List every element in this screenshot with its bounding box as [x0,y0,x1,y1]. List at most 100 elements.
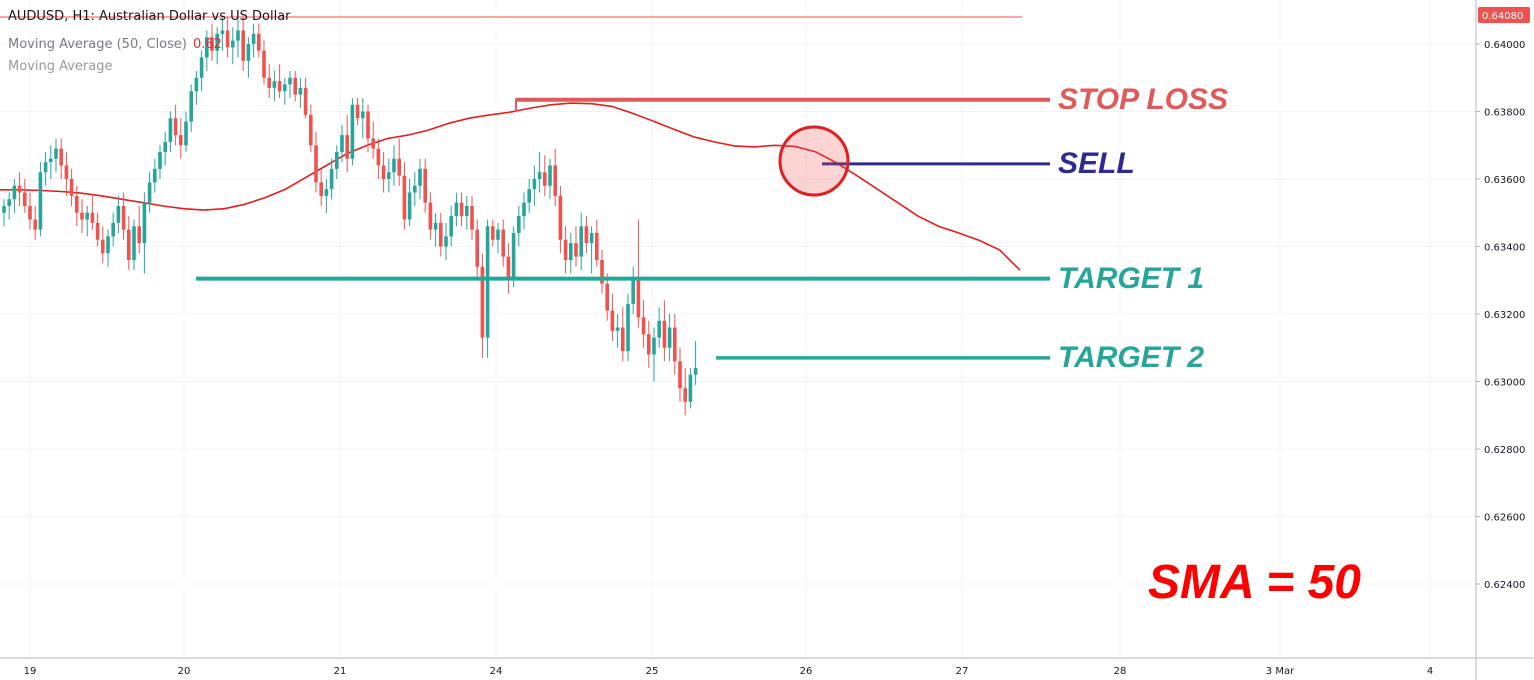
candle-up [485,226,490,338]
candle-up [569,243,573,260]
candle-down [33,219,37,230]
candle-down [173,118,178,136]
candle-down [277,81,282,92]
candle-up [522,202,526,217]
candle-up [85,212,89,220]
candle-up [454,202,459,217]
candle-up [158,152,162,169]
ma-legend-2[interactable]: Moving Average [8,59,112,74]
candle-up [163,141,167,152]
candle-down [267,77,271,88]
symbol-line: AUDUSD, H1: Australian Dollar vs US Doll… [8,9,291,24]
candle-down [610,310,615,331]
moving-average-line [0,102,1021,271]
candle-up [496,229,500,240]
candle-up [537,172,542,179]
candle-up [589,233,594,244]
y-tick-label: 0.62400 [1484,580,1525,591]
candle-down [225,30,230,48]
price-axis[interactable]: 0.64000 0.63800 0.63600 0.63400 0.63200 0.630… [1475,0,1525,680]
candle-down [662,320,667,348]
candle-down [69,179,74,196]
candle-up [236,30,240,41]
x-tick-label: 24 [490,666,503,677]
sma-label: SMA = 50 [1148,556,1361,609]
candle-down [428,202,433,230]
candle-down [355,104,360,119]
candle-up [49,158,53,163]
candle-down [319,182,323,196]
candle-down [64,165,69,179]
candle-down [59,148,63,166]
candle-down [501,229,505,257]
y-tick-label: 0.62600 [1484,513,1525,524]
candle-up [511,233,516,281]
candle-up [465,206,469,217]
candle-up [418,168,422,186]
candle-up [189,91,193,122]
candle-down [371,138,375,149]
candle-down [309,114,313,146]
ma-legend[interactable]: Moving Average (50, Close) 0.62 [8,37,222,52]
candle-down [303,87,308,115]
candle-up [413,185,417,193]
candle-up [220,30,225,34]
x-tick-label: 19 [24,666,37,677]
candle-up [205,37,209,58]
candle-down [600,260,604,284]
candle-up [626,303,630,352]
symbol-title: AUDUSD, H1: Australian Dollar vs US Doll… [8,9,291,24]
candle-up [298,87,303,95]
current-price-tag: 0.64080 [1478,7,1530,23]
candle-down [381,165,386,179]
candle-down [402,175,407,220]
moving-average-path [0,102,1021,271]
candle-up [2,206,6,213]
candle-down [366,111,370,139]
candle-up [392,158,396,173]
x-tick-label: 25 [646,666,659,677]
time-axis[interactable]: 19 20 21 24 25 26 27 28 3 Mar 4 [0,657,1534,677]
target-2-label: TARGET 2 [1058,341,1204,374]
candle-down [553,165,557,196]
candle-down [137,226,141,244]
x-tick-label: 26 [800,666,813,677]
sell-label: SELL [1058,147,1135,180]
candle-down [480,266,485,338]
candle-up [251,33,256,44]
candle-up [38,172,43,230]
candle-up [631,276,635,304]
candle-up [548,165,552,186]
candle-up [7,199,11,206]
candle-down [75,195,79,213]
candle-down [293,77,297,95]
grid-lines [0,0,1476,658]
y-tick-label: 0.63200 [1484,310,1525,321]
candle-down [558,195,563,240]
x-tick-label: 28 [1114,666,1127,677]
x-tick-label: 3 Mar [1266,666,1295,677]
candle-up [324,189,329,196]
candle-down [95,222,100,240]
candle-up [433,222,438,230]
candle-up [652,337,656,355]
candle-down [459,202,464,217]
candle-down [439,222,443,247]
candle-down [127,229,131,260]
candle-down [543,172,547,186]
candle-up [147,182,152,203]
candle-down [636,276,641,318]
candle-up [329,168,334,190]
candle-up [246,44,251,61]
candle-up [527,189,531,203]
candle-up [350,104,355,159]
candle-down [641,317,646,335]
annotation-labels: STOP LOSS SELL TARGET 1 TARGET 2 SMA = 5… [1058,83,1361,609]
stop-loss-label: STOP LOSS [1058,83,1228,116]
candle-up [615,327,620,331]
candle-up [693,368,698,375]
candle-down [314,145,318,183]
candle-up [116,206,121,223]
candle-up [532,179,537,190]
